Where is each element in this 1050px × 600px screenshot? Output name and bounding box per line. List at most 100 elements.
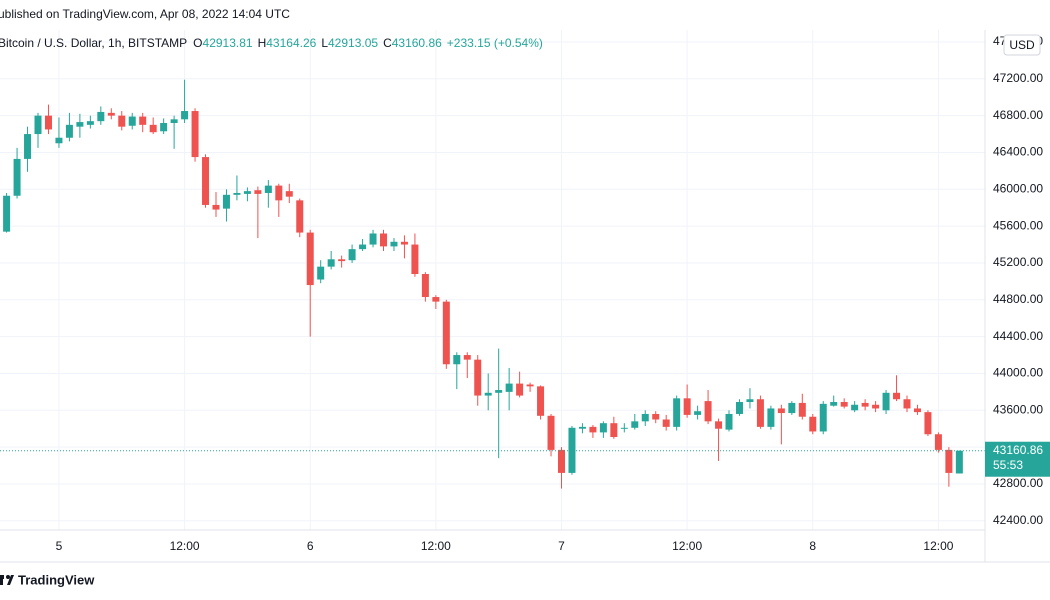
candle: [233, 175, 241, 201]
x-tick-label: 12:00: [170, 539, 200, 553]
last-price-box: [985, 441, 1050, 477]
x-tick-label: 12:00: [672, 539, 702, 553]
candle: [3, 192, 11, 233]
y-tick-label: 47200.00: [993, 71, 1043, 85]
candle: [317, 260, 325, 284]
legend: Bitcoin / U.S. Dollar, 1h, BITSTAMP O4291…: [0, 36, 543, 50]
candle: [463, 352, 471, 379]
candle-body: [788, 402, 796, 414]
brand-logo: [0, 575, 14, 585]
candle-body: [55, 137, 63, 144]
candles: [0, 79, 985, 489]
currency-box[interactable]: [1003, 34, 1041, 56]
candle-body: [453, 355, 461, 365]
x-tick-label: 7: [558, 539, 565, 553]
candle-body: [160, 123, 168, 132]
candle: [222, 189, 230, 222]
y-tick-label: 42400.00: [993, 513, 1043, 527]
candle: [128, 112, 136, 130]
candle-body: [275, 185, 283, 201]
candle: [442, 299, 450, 369]
candle-body: [526, 384, 534, 387]
candle: [421, 272, 429, 302]
candle-body: [505, 383, 513, 392]
candle-body: [704, 401, 712, 422]
candle: [683, 384, 691, 418]
y-tick-label: 46000.00: [993, 181, 1043, 195]
candle-body: [380, 233, 388, 247]
candle-body: [264, 185, 272, 193]
candle: [610, 416, 618, 439]
candle-body: [202, 157, 210, 205]
candle: [369, 229, 377, 248]
candle: [453, 352, 461, 390]
candle: [348, 244, 356, 263]
last-price-label: 43160.86: [993, 443, 1043, 457]
candle-body: [547, 415, 555, 450]
close-letter: C: [383, 36, 392, 50]
candle: [809, 413, 817, 435]
candle-body: [662, 419, 670, 427]
candle: [181, 79, 189, 124]
candle-body: [568, 427, 576, 473]
candle: [202, 154, 210, 208]
candle-body: [715, 421, 723, 429]
candle-body: [348, 249, 356, 261]
x-tick-label: 12:00: [421, 539, 451, 553]
candle-body: [557, 449, 565, 473]
candle-body: [65, 124, 73, 138]
candle: [945, 447, 953, 487]
candle: [568, 425, 576, 475]
candle-body: [589, 426, 597, 433]
candle: [264, 180, 272, 208]
candle: [557, 447, 565, 489]
candle: [254, 186, 262, 239]
candle-body: [285, 191, 293, 197]
candle: [746, 388, 754, 409]
symbol: Bitcoin / U.S. Dollar, 1h, BITSTAMP: [0, 36, 187, 50]
candle: [715, 418, 723, 461]
candle-body: [610, 423, 618, 437]
candle-body: [97, 111, 105, 122]
candle-body: [369, 233, 377, 245]
candle: [474, 355, 482, 406]
candle: [620, 423, 628, 433]
candle-body: [390, 241, 398, 247]
candle-body: [578, 426, 586, 429]
x-tick-label: 8: [809, 539, 816, 553]
candle-body: [913, 408, 921, 413]
candle-body: [432, 297, 440, 302]
candle-body: [24, 134, 32, 159]
candle: [107, 108, 115, 120]
candle: [861, 399, 869, 411]
candle: [44, 104, 52, 135]
candle-body: [955, 450, 963, 474]
candle: [13, 147, 21, 199]
close-value: 43160.86: [392, 36, 442, 50]
candle: [359, 239, 367, 251]
candle-body: [327, 259, 335, 267]
candle-body: [872, 404, 880, 409]
candle: [526, 382, 534, 392]
candle-body: [861, 402, 869, 407]
candle-body: [537, 386, 545, 416]
y-tick-label: 44800.00: [993, 292, 1043, 306]
candle-body: [673, 398, 681, 427]
candle: [735, 399, 743, 416]
candle: [160, 118, 168, 135]
candle-body: [735, 402, 743, 414]
candle-body: [86, 121, 94, 125]
candle: [86, 115, 94, 129]
candle-body: [495, 390, 503, 393]
candle: [924, 410, 932, 437]
candle: [55, 117, 63, 148]
candle-body: [170, 119, 178, 124]
candle: [306, 229, 314, 337]
candle: [599, 421, 607, 438]
candle: [830, 395, 838, 407]
currency[interactable]: USD: [1009, 38, 1035, 52]
candle: [400, 235, 408, 259]
header-background: [0, 0, 1050, 30]
candle: [798, 393, 806, 420]
